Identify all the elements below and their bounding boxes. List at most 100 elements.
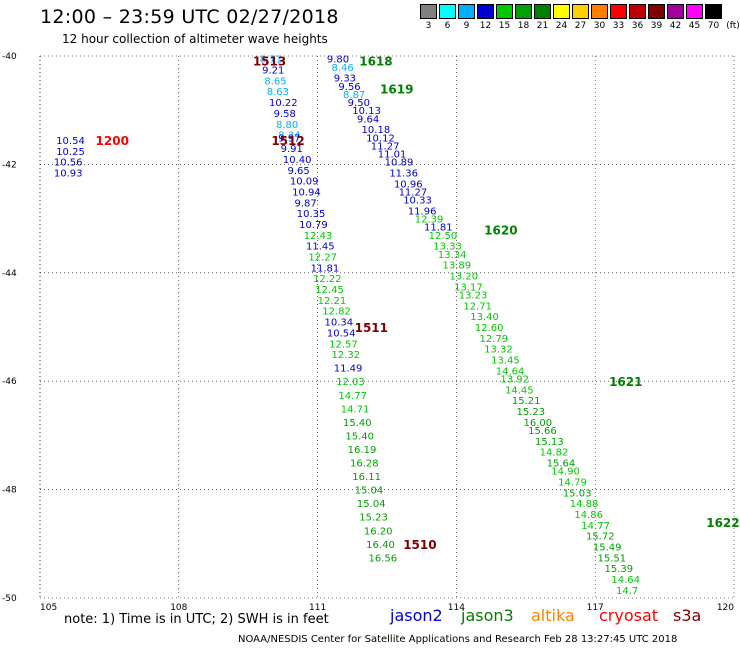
- time-label: 1512: [271, 134, 304, 148]
- swh-value: 8.34: [278, 131, 300, 142]
- swh-value: 14.77: [338, 391, 367, 402]
- swh-value: 10.56: [54, 158, 83, 169]
- swh-value: 16.19: [348, 445, 377, 456]
- legend-label: 45: [688, 21, 701, 31]
- time-label: 1200: [96, 134, 129, 148]
- swh-value: 14.82: [540, 448, 569, 459]
- swh-value: 14.90: [551, 467, 580, 478]
- swh-value: 12.03: [336, 377, 365, 388]
- swh-value: 8.46: [331, 63, 353, 74]
- time-label: 1621: [609, 375, 642, 389]
- x-tick-label: 111: [309, 603, 326, 613]
- legend-swatch: [515, 4, 532, 19]
- y-tick-label: -42: [2, 160, 17, 170]
- swh-value: 11.27: [399, 188, 428, 199]
- legend-label: 12: [479, 21, 492, 31]
- swh-value: 14.77: [581, 521, 610, 532]
- swh-value: 11.45: [306, 242, 335, 253]
- swh-value: 10.12: [366, 133, 395, 144]
- swh-value: 15.40: [343, 418, 372, 429]
- legend-swatch: [439, 4, 456, 19]
- swh-value: 15.64: [547, 459, 576, 470]
- swh-value: 16.28: [350, 459, 379, 470]
- legend-swatch: [610, 4, 627, 19]
- legend-swatch: [591, 4, 608, 19]
- swh-value: 13.17: [454, 282, 483, 293]
- swh-value: 12.39: [415, 215, 444, 226]
- legend-label: 70: [707, 21, 720, 31]
- legend-label: 18: [517, 21, 530, 31]
- swh-value: 11.27: [371, 141, 400, 152]
- swh-value: 15.66: [528, 426, 557, 437]
- swh-value: 9.21: [262, 66, 284, 77]
- swh-value: 9.56: [338, 82, 360, 93]
- y-tick-label: -44: [2, 269, 17, 279]
- swh-value: 16.11: [352, 472, 381, 483]
- time-label: 1618: [359, 54, 392, 68]
- swh-value: 14.86: [574, 510, 603, 521]
- swh-value: 10.40: [283, 155, 312, 166]
- swh-value: 13.33: [433, 242, 462, 253]
- swh-value: 12.21: [318, 296, 347, 307]
- swh-value: 12.57: [329, 339, 358, 350]
- swh-value: 9.91: [281, 144, 303, 155]
- swh-value: 14.7: [616, 586, 638, 597]
- swh-value: 10.89: [385, 158, 414, 169]
- swh-value: 13.92: [500, 374, 529, 385]
- swh-value: 13.23: [459, 290, 488, 301]
- swh-value: 10.94: [292, 188, 321, 199]
- swh-value: 15.49: [593, 543, 622, 554]
- swh-value: 15.40: [345, 431, 374, 442]
- credit-line: NOAA/NESDIS Center for Satellite Applica…: [238, 634, 678, 645]
- x-tick-label: 108: [170, 603, 187, 613]
- time-label: 1619: [380, 83, 413, 97]
- swh-value: 10.22: [269, 98, 298, 109]
- swh-value: 13.32: [484, 345, 513, 356]
- legend-unit: (ft): [726, 21, 740, 31]
- swh-value: 10.35: [297, 209, 326, 220]
- swh-value: 12.60: [475, 323, 504, 334]
- legend-label: 21: [536, 21, 549, 31]
- swh-value: 16.00: [523, 418, 552, 429]
- swh-value: 12.71: [463, 301, 492, 312]
- swh-value: 12.50: [429, 231, 458, 242]
- swh-value: 11.49: [334, 364, 363, 375]
- legend-swatch: [667, 4, 684, 19]
- swh-value: 12.22: [313, 274, 342, 285]
- swh-value: 15.72: [586, 532, 615, 543]
- swh-value: 12.32: [331, 350, 360, 361]
- time-label: 1511: [355, 321, 388, 335]
- legend-swatch: [420, 4, 437, 19]
- swh-value: 10.34: [325, 318, 354, 329]
- satellite-name: altika: [531, 606, 575, 625]
- legend-swatch: [496, 4, 513, 19]
- swh-value: 16.40: [366, 540, 395, 551]
- legend-label: 24: [555, 21, 568, 31]
- swh-value: 13.34: [438, 250, 467, 261]
- swh-value: 10.25: [56, 147, 85, 158]
- satellite-name: jason2: [390, 606, 443, 625]
- swh-value: 8.63: [267, 87, 289, 98]
- swh-value: 10.79: [299, 220, 328, 231]
- legend-swatch: [572, 4, 589, 19]
- legend-swatch: [477, 4, 494, 19]
- swh-value: 15.13: [535, 437, 564, 448]
- y-tick-label: -40: [2, 52, 17, 62]
- swh-value: 14.64: [611, 575, 640, 586]
- legend-label: 6: [444, 21, 451, 31]
- footnote: note: 1) Time is in UTC; 2) SWH is in fe…: [64, 612, 329, 627]
- swh-value: 16.56: [368, 553, 397, 564]
- legend-label: 36: [631, 21, 644, 31]
- swh-value: 8.80: [276, 120, 298, 131]
- swh-value: 8.65: [264, 76, 286, 87]
- swh-value: 16.20: [364, 526, 393, 537]
- swh-value: 12.82: [322, 307, 351, 318]
- x-tick-label: 114: [448, 603, 465, 613]
- swh-value: 12.43: [304, 231, 333, 242]
- swh-value: 9.50: [348, 98, 370, 109]
- swh-value: 14.88: [570, 499, 599, 510]
- legend-label: 3: [425, 21, 432, 31]
- swh-value: 15.21: [512, 396, 541, 407]
- swh-value: 11.96: [408, 206, 437, 217]
